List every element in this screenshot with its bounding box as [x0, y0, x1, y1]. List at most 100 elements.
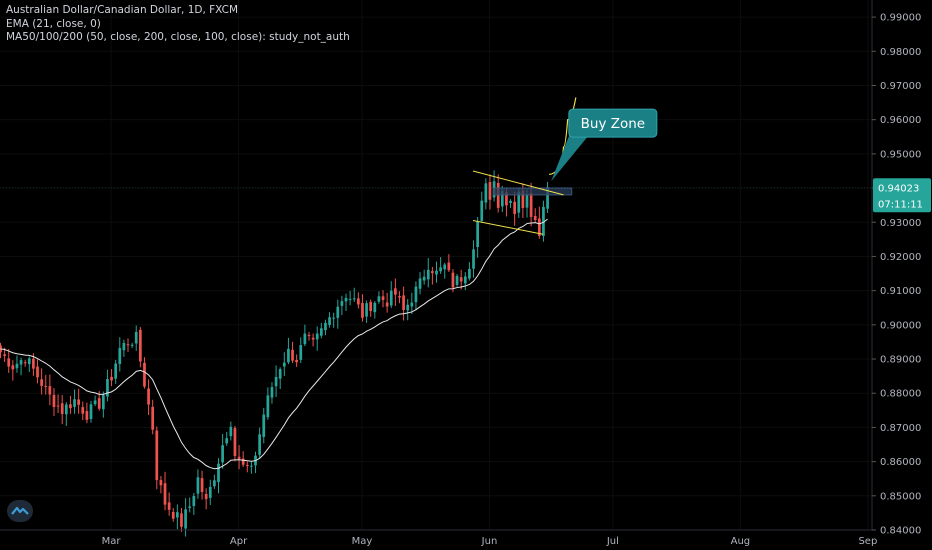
candle-body — [517, 191, 521, 213]
candle-body — [546, 187, 549, 209]
candle-body — [381, 296, 385, 300]
candle-body — [299, 345, 303, 360]
buy-zone-rect — [493, 187, 573, 196]
candle-body — [303, 333, 307, 345]
candle-body — [426, 269, 430, 280]
candle-body — [274, 376, 278, 387]
price-tick-label: 0.91000 — [880, 286, 921, 297]
candle-body — [389, 290, 393, 306]
candle-body — [192, 495, 196, 507]
candle-body — [48, 386, 52, 395]
candle-body — [348, 298, 352, 300]
candle-body — [188, 506, 192, 508]
candle-body — [155, 430, 159, 481]
candle-body — [258, 434, 261, 455]
price-tick-label: 0.86000 — [880, 457, 921, 468]
time-tick-label: Mar — [102, 536, 122, 547]
legend-ma[interactable]: MA50/100/200 (50, close, 200, close, 100… — [6, 31, 350, 43]
candle-body — [110, 376, 113, 381]
candle-body — [394, 288, 397, 295]
candle-body — [451, 272, 455, 288]
candle-body — [233, 428, 237, 456]
candle-body — [459, 277, 463, 282]
candle-body — [126, 344, 130, 346]
candle-body — [221, 445, 224, 463]
candle-body — [287, 348, 290, 363]
candle-body — [509, 200, 512, 204]
candle-body — [184, 509, 187, 529]
candle-body — [151, 406, 155, 430]
candle-body — [439, 267, 442, 272]
candle-body — [19, 360, 23, 365]
candle-body — [307, 334, 311, 336]
candle-body — [476, 221, 479, 248]
price-tick-label: 0.96000 — [880, 115, 921, 126]
wedge-trendline — [472, 220, 544, 235]
bar-countdown: 07:11:11 — [878, 199, 923, 210]
candle-body — [332, 317, 336, 319]
price-tick-label: 0.88000 — [880, 389, 921, 400]
candle-body — [204, 493, 208, 500]
candle-body — [27, 358, 31, 365]
candle-body — [270, 387, 274, 398]
candle-body — [245, 464, 249, 466]
candle-body — [32, 358, 35, 369]
candle-body — [373, 302, 377, 313]
time-tick-label: Jul — [606, 536, 619, 547]
time-tick-label: Jun — [481, 536, 498, 547]
candle-body — [171, 511, 175, 519]
candle-body — [163, 483, 167, 505]
last-price-badge — [873, 178, 931, 213]
price-tick-label: 0.93000 — [880, 218, 921, 229]
candle-body — [122, 343, 126, 351]
candle-body — [340, 301, 344, 306]
candle-body — [398, 296, 401, 298]
candle-body — [410, 302, 414, 307]
candle-body — [64, 404, 68, 415]
candle-body — [44, 385, 48, 387]
price-tick-label: 0.97000 — [880, 81, 921, 92]
candle-body — [93, 400, 97, 405]
candle-body — [262, 414, 266, 437]
candle-body — [500, 191, 504, 207]
legend-symbol[interactable]: Australian Dollar/Canadian Dollar, 1D, F… — [6, 4, 239, 16]
candle-body — [176, 512, 179, 518]
candle-body — [15, 363, 19, 369]
candle-body — [435, 270, 438, 275]
candle-body — [138, 329, 142, 362]
candle-body — [542, 206, 545, 237]
candle-body — [496, 182, 500, 208]
candle-body — [365, 303, 368, 317]
drawings-layer: Buy Zone — [472, 97, 658, 235]
candle-body — [11, 365, 15, 370]
chart-legend: Australian Dollar/Canadian Dollar, 1D, F… — [6, 4, 350, 45]
candle-body — [143, 362, 146, 387]
candle-body — [463, 276, 467, 284]
candle-body — [130, 344, 134, 346]
candle-body — [529, 193, 533, 217]
candle-body — [250, 465, 253, 467]
candle-body — [229, 426, 233, 437]
candle-body — [56, 405, 60, 407]
price-tick-label: 0.95000 — [880, 149, 921, 160]
price-tick-label: 0.90000 — [880, 320, 921, 331]
candle-body — [431, 271, 434, 274]
candle-body — [3, 354, 6, 356]
candle-body — [328, 317, 331, 325]
legend-ema[interactable]: EMA (21, close, 0) — [6, 17, 101, 30]
candle-body — [237, 456, 241, 460]
time-tick-label: May — [352, 536, 373, 547]
candle-body — [266, 395, 270, 418]
candle-body — [60, 403, 64, 414]
tradingview-logo-icon[interactable] — [7, 500, 33, 522]
candle-body — [159, 480, 163, 486]
candle-body — [101, 395, 105, 410]
candle-body — [69, 404, 72, 409]
candle-body — [89, 404, 93, 419]
candle-body — [324, 322, 327, 331]
time-tick-label: Aug — [731, 536, 751, 547]
candle-body — [118, 348, 122, 364]
candle-body — [77, 399, 81, 405]
